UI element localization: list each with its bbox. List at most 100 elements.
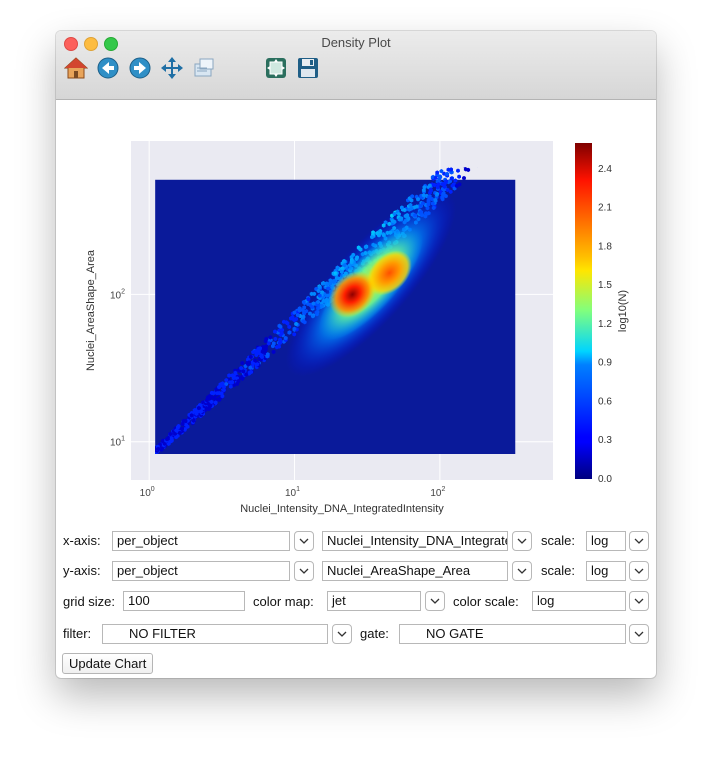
grid-size-input[interactable]: 100 (123, 591, 245, 611)
hexbin-cell (509, 104, 513, 108)
yaxis-scale-select[interactable]: log (586, 561, 626, 581)
hexbin-cell (156, 446, 161, 452)
back-icon (97, 57, 119, 79)
filter-label: filter: (63, 626, 92, 641)
hexbin-cell (227, 373, 231, 378)
hexbin-cell (438, 174, 442, 179)
color-map-select[interactable]: jet (327, 591, 421, 611)
hexbin-cell (217, 397, 222, 402)
yaxis-table-select[interactable]: per_object (112, 561, 290, 581)
pan-button[interactable] (159, 55, 185, 81)
filter-select[interactable]: NO FILTER (102, 624, 328, 644)
zoom-icon (194, 58, 214, 77)
xaxis-scale-dropdown[interactable] (629, 531, 649, 551)
hexbin-cell (502, 127, 506, 131)
hexbin-cell (508, 114, 512, 118)
yaxis-column-dropdown[interactable] (512, 561, 532, 581)
hexbin-cell (500, 113, 504, 117)
home-button[interactable] (63, 55, 89, 81)
hexbin-cell (488, 122, 492, 126)
xaxis-table-dropdown[interactable] (294, 531, 314, 551)
hexbin-cell (495, 120, 499, 124)
configure-subplots-button[interactable] (263, 55, 289, 81)
hexbin-cell (500, 132, 504, 136)
yaxis-scale-dropdown[interactable] (629, 561, 649, 581)
zoom-button[interactable] (191, 55, 217, 81)
forward-button[interactable] (127, 55, 153, 81)
colorbar-tick-label: 1.2 (598, 319, 612, 330)
density-peak-2 (367, 250, 412, 296)
yaxis-table-dropdown[interactable] (294, 561, 314, 581)
hexbin-cell (483, 127, 487, 131)
hexbin-cell (445, 171, 449, 177)
hexbin-cell (173, 431, 177, 436)
update-chart-button[interactable]: Update Chart (62, 653, 154, 674)
title-bar: Density Plot (56, 31, 656, 100)
filter-dropdown[interactable] (332, 624, 352, 644)
color-scale-select[interactable]: log (532, 591, 626, 611)
hexbin-cell (248, 354, 253, 359)
hexbin-cell (264, 336, 269, 342)
hexbin-cell (497, 129, 501, 133)
hexbin-cell (180, 421, 185, 427)
hexbin-cell (435, 170, 440, 175)
hexbin-cell (503, 109, 507, 113)
xaxis-column-select[interactable]: Nuclei_Intensity_DNA_IntegratedIntensity (322, 531, 508, 551)
x-axis-label: Nuclei_Intensity_DNA_IntegratedIntensity (240, 503, 444, 515)
chevron-down-icon (634, 598, 644, 604)
xaxis-label: x-axis: (63, 533, 101, 548)
hexbin-cell (511, 128, 515, 132)
hexbin-cell (265, 352, 270, 357)
hexbin-cell (505, 124, 509, 128)
hexbin-cell (277, 323, 282, 329)
hexbin-cell (222, 387, 226, 393)
hexbin-cell (184, 422, 188, 427)
hexbin-cell (271, 343, 275, 349)
hexbin-cell (222, 384, 226, 390)
hexbin-cell (240, 360, 245, 366)
density-plot-chart[interactable]: 100 101 102 101 102 Nuclei_Intensity_DNA_Inte… (56, 100, 656, 528)
gate-label: gate: (360, 626, 389, 641)
hexbin-cell (289, 316, 293, 321)
hexbin-cell (215, 390, 219, 396)
yaxis-column-select[interactable]: Nuclei_AreaShape_Area (322, 561, 508, 581)
colorbar-tick-label: 1.5 (598, 280, 612, 291)
xaxis-table-select[interactable]: per_object (112, 531, 290, 551)
chevron-down-icon (634, 568, 644, 574)
back-button[interactable] (95, 55, 121, 81)
hexbin-cell (282, 319, 286, 324)
hexbin-cell (498, 125, 502, 129)
hexbin-cell (306, 297, 311, 302)
hexbin-cell (285, 321, 290, 326)
hexbin-cell (446, 167, 451, 172)
hexbin-cell (212, 395, 217, 400)
hexbin-cell (498, 116, 502, 120)
close-window-button[interactable] (64, 37, 78, 51)
colorbar (575, 143, 592, 479)
hexbin-cell (183, 418, 188, 424)
color-map-dropdown[interactable] (425, 591, 445, 611)
plot-area: 100 101 102 101 102 Nuclei_Intensity_DNA_Inte… (56, 100, 656, 528)
hexbin-cell (211, 391, 216, 396)
minimize-window-button[interactable] (84, 37, 98, 51)
hexbin-cell (439, 169, 444, 174)
xaxis-column-dropdown[interactable] (512, 531, 532, 551)
color-scale-dropdown[interactable] (629, 591, 649, 611)
gate-select[interactable]: NO GATE (399, 624, 626, 644)
hexbin-cell (168, 431, 173, 437)
xaxis-scale-select[interactable]: log (586, 531, 626, 551)
y-tick-label: 101 (110, 436, 125, 449)
save-button[interactable] (295, 55, 321, 81)
colorbar-tick-label: 0.9 (598, 358, 612, 369)
hexbin-cell (454, 183, 459, 189)
zoom-window-button[interactable] (104, 37, 118, 51)
hexbin-cell (506, 123, 510, 127)
hexbin-cell (278, 340, 282, 346)
hexbin-cell (492, 124, 496, 128)
gate-dropdown[interactable] (629, 624, 649, 644)
hexbin-cell (213, 400, 218, 405)
hexbin-cell (177, 430, 182, 436)
hexbin-cell (160, 446, 165, 451)
hexbin-cell (287, 330, 292, 335)
colorbar-tick-label: 1.8 (598, 241, 612, 252)
